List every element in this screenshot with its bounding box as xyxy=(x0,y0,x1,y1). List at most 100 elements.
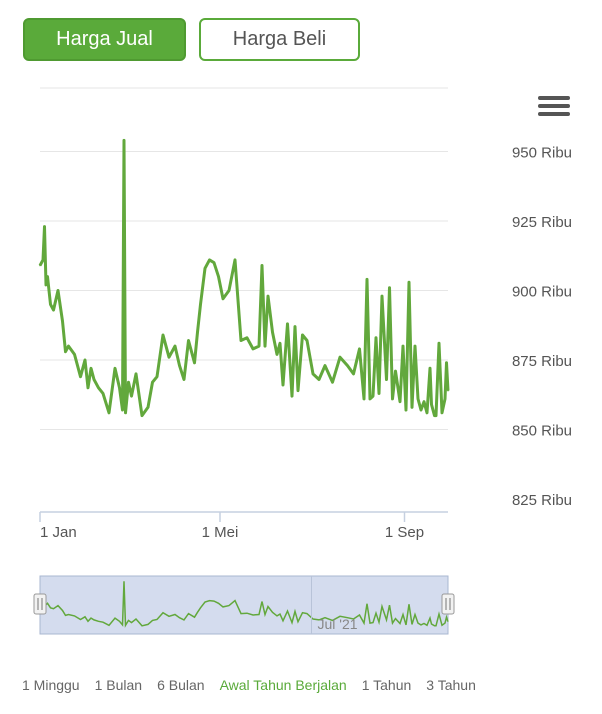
data-point xyxy=(46,275,49,278)
data-point xyxy=(196,331,199,334)
data-point xyxy=(301,334,304,336)
data-point xyxy=(124,412,127,414)
y-tick-label: 875 Ribu xyxy=(512,353,572,370)
range-option[interactable]: 1 Tahun xyxy=(361,677,412,693)
range-option[interactable]: 1 Bulan xyxy=(94,677,143,693)
range-option[interactable]: Awal Tahun Berjalan xyxy=(219,677,347,693)
range-option[interactable]: 6 Bulan xyxy=(157,677,205,693)
navigator-selection[interactable] xyxy=(39,575,449,635)
data-point xyxy=(381,295,383,297)
data-point xyxy=(363,398,365,400)
data-point xyxy=(183,378,185,381)
series-line xyxy=(38,138,450,418)
data-point xyxy=(135,373,137,375)
data-point xyxy=(252,348,254,350)
navigator-left-handle[interactable] xyxy=(33,593,47,615)
data-point xyxy=(118,387,121,389)
data-point xyxy=(433,414,436,417)
data-point xyxy=(87,387,89,389)
data-point xyxy=(97,387,100,389)
data-point xyxy=(45,284,47,286)
data-point xyxy=(408,281,410,284)
tab-harga-jual[interactable]: Harga Jual xyxy=(23,18,186,61)
data-point xyxy=(279,342,281,345)
data-point xyxy=(306,339,308,342)
data-point xyxy=(441,412,443,414)
data-point xyxy=(420,409,422,411)
data-point xyxy=(213,261,215,264)
data-point xyxy=(426,412,428,414)
navigator-series xyxy=(39,581,449,628)
data-point xyxy=(331,381,334,384)
data-point xyxy=(271,331,274,334)
data-point xyxy=(228,289,230,292)
range-option[interactable]: 1 Minggu xyxy=(22,677,80,693)
data-point xyxy=(90,367,92,370)
data-point xyxy=(444,398,446,400)
data-point xyxy=(42,259,44,261)
data-point xyxy=(108,412,110,414)
hamburger-menu-icon[interactable] xyxy=(538,96,570,118)
range-selector: 1 Minggu 1 Bulan 6 Bulan Awal Tahun Berjala… xyxy=(22,677,491,693)
y-tick-label: 825 Ribu xyxy=(512,492,572,509)
x-tick-label: 1 Mei xyxy=(202,524,239,541)
data-point xyxy=(405,409,407,411)
data-point xyxy=(84,359,86,361)
data-point xyxy=(222,298,224,300)
data-point xyxy=(388,286,391,289)
data-point xyxy=(258,345,260,347)
data-point xyxy=(366,278,368,281)
data-point xyxy=(430,403,433,406)
price-line-chart[interactable]: 825 Ribu 850 Ribu 875 Ribu 900 Ribu 925 Ribu… xyxy=(0,80,602,550)
data-point xyxy=(240,339,242,342)
data-point xyxy=(417,398,419,400)
data-point xyxy=(399,400,401,403)
data-point xyxy=(204,267,206,270)
navigator-month-label: Jul '21 xyxy=(318,616,358,632)
data-point xyxy=(447,389,449,392)
navigator[interactable]: Jul '21 xyxy=(0,570,602,640)
data-point xyxy=(73,353,76,356)
data-point xyxy=(57,289,59,292)
data-point xyxy=(378,392,380,395)
y-tick-label: 900 Ribu xyxy=(512,284,572,301)
data-point xyxy=(312,373,314,375)
data-point xyxy=(372,395,374,397)
data-point xyxy=(127,381,130,384)
data-point xyxy=(318,378,320,381)
data-point xyxy=(61,320,64,322)
data-point xyxy=(141,414,143,417)
data-point xyxy=(294,325,296,328)
navigator-right-handle[interactable] xyxy=(441,593,455,615)
data-point xyxy=(156,375,158,378)
y-tick-label: 950 Ribu xyxy=(512,145,572,162)
data-point xyxy=(64,350,67,353)
x-tick-label: 1 Jan xyxy=(40,524,77,541)
data-point xyxy=(178,364,181,367)
data-point xyxy=(346,364,349,367)
data-point xyxy=(52,309,55,311)
data-point xyxy=(217,275,220,278)
data-point xyxy=(291,395,293,397)
data-point xyxy=(429,367,431,370)
data-point xyxy=(93,378,95,381)
data-point xyxy=(297,389,299,392)
y-tick-label: 850 Ribu xyxy=(512,423,572,440)
data-point xyxy=(282,384,284,386)
data-point xyxy=(174,345,176,347)
data-point xyxy=(43,225,46,228)
data-point xyxy=(168,356,170,359)
data-point xyxy=(375,337,377,339)
tab-harga-beli[interactable]: Harga Beli xyxy=(199,18,360,61)
data-point xyxy=(276,353,278,356)
data-point xyxy=(79,375,82,378)
range-option[interactable]: 3 Tahun xyxy=(426,677,476,693)
data-point xyxy=(121,409,124,411)
data-point xyxy=(234,259,236,261)
data-point xyxy=(162,334,164,336)
data-point xyxy=(261,264,263,267)
data-point xyxy=(67,345,70,347)
data-point xyxy=(246,337,248,339)
data-point xyxy=(208,259,211,261)
data-point xyxy=(339,356,341,359)
